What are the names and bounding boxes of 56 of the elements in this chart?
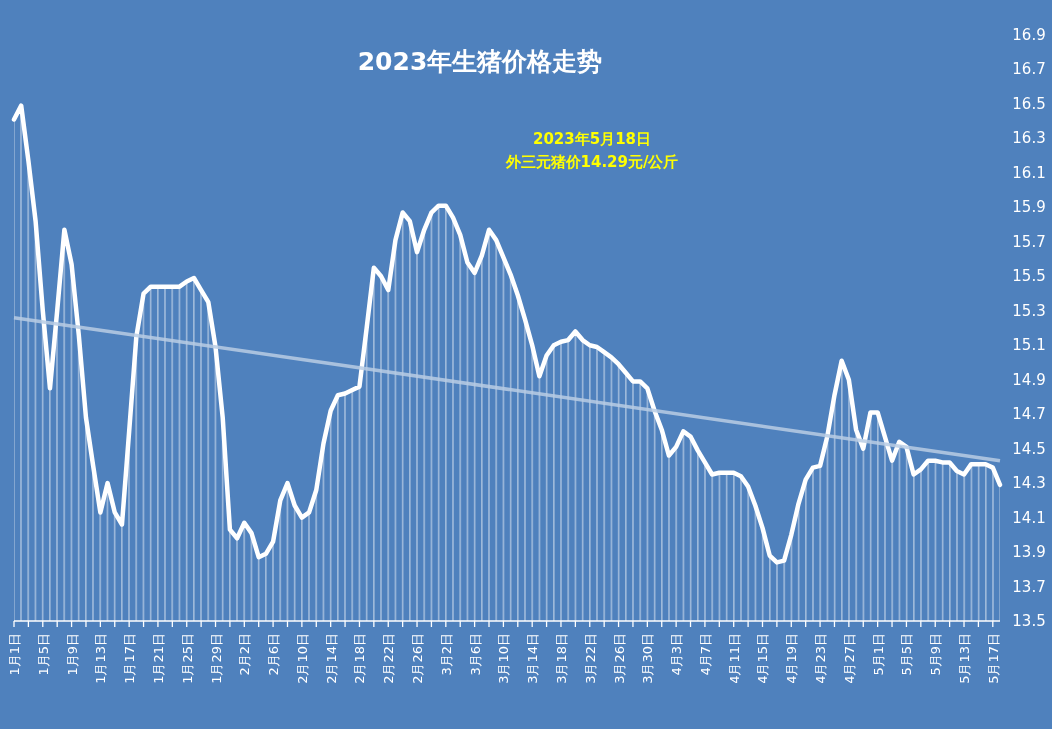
x-tick-label: 1月1日 <box>7 633 22 676</box>
x-tick-label: 2月26日 <box>410 633 426 684</box>
x-tick-label: 2月6日 <box>266 633 282 676</box>
x-tick-label: 4月15日 <box>755 633 771 684</box>
x-tick-label: 2月22日 <box>381 633 397 684</box>
y-tick-label: 14.3 <box>1012 474 1046 493</box>
y-tick-label: 16.1 <box>1012 163 1046 182</box>
x-tick-label: 4月27日 <box>841 633 857 684</box>
x-tick-label: 3月30日 <box>640 633 656 684</box>
x-tick-label: 5月5日 <box>899 633 915 676</box>
text: 2023年生猪价格走势 <box>357 47 603 76</box>
x-tick-label: 1月21日 <box>150 633 166 684</box>
x-tick-label: 3月18日 <box>553 633 569 684</box>
annotation: 外三元猪价14.29元/公斤 <box>504 153 679 171</box>
y-tick-label: 14.1 <box>1012 508 1046 527</box>
y-tick-label: 15.3 <box>1012 301 1046 320</box>
x-tick-label: 2月2日 <box>237 633 253 676</box>
x-tick-label: 5月1日 <box>870 633 886 676</box>
x-tick-label: 4月23日 <box>813 633 829 684</box>
x-tick-label: 1月9日 <box>64 633 80 676</box>
y-tick-label: 15.1 <box>1012 336 1046 355</box>
y-tick-label: 16.7 <box>1012 60 1046 79</box>
y-tick-label: 13.5 <box>1012 612 1046 630</box>
x-tick-label: 1月13日 <box>93 633 109 684</box>
y-tick-label: 14.9 <box>1012 370 1046 389</box>
x-tick-label: 3月22日 <box>582 633 598 684</box>
y-tick-label: 15.9 <box>1012 198 1046 217</box>
x-tick-label: 2月10日 <box>294 633 310 684</box>
y-tick-label: 13.7 <box>1012 577 1046 596</box>
x-tick-label: 3月6日 <box>467 633 483 676</box>
y-tick-label: 16.5 <box>1012 94 1046 113</box>
y-tick-label: 14.5 <box>1012 439 1046 458</box>
y-tick-label: 14.7 <box>1012 405 1046 424</box>
x-tick-label: 4月3日 <box>669 633 685 676</box>
y-tick-label: 13.9 <box>1012 543 1046 562</box>
x-tick-label: 5月13日 <box>957 633 973 684</box>
x-tick-label: 2月14日 <box>323 633 339 684</box>
y-tick-label: 16.9 <box>1012 26 1046 44</box>
x-tick-label: 3月14日 <box>525 633 541 684</box>
x-tick-label: 2月18日 <box>352 633 368 684</box>
x-tick-label: 1月25日 <box>179 633 195 684</box>
x-tick-label: 1月29日 <box>208 633 224 684</box>
x-tick-label: 3月26日 <box>611 633 627 684</box>
x-tick-label: 4月11日 <box>726 633 742 684</box>
y-tick-label: 15.5 <box>1012 267 1046 286</box>
y-tick-label: 15.7 <box>1012 232 1046 251</box>
y-tick-label: 16.3 <box>1012 129 1046 148</box>
x-tick-label: 4月19日 <box>784 633 800 684</box>
x-tick-label: 1月17日 <box>122 633 138 684</box>
x-tick-label: 5月9日 <box>928 633 944 676</box>
x-tick-label: 5月17日 <box>985 633 1001 684</box>
annotation: 2023年5月18日 <box>532 130 652 148</box>
x-tick-label: 3月10日 <box>496 633 512 684</box>
x-tick-label: 1月5日 <box>35 633 51 676</box>
x-tick-label: 4月7日 <box>697 633 713 676</box>
x-tick-label: 3月2日 <box>438 633 454 676</box>
